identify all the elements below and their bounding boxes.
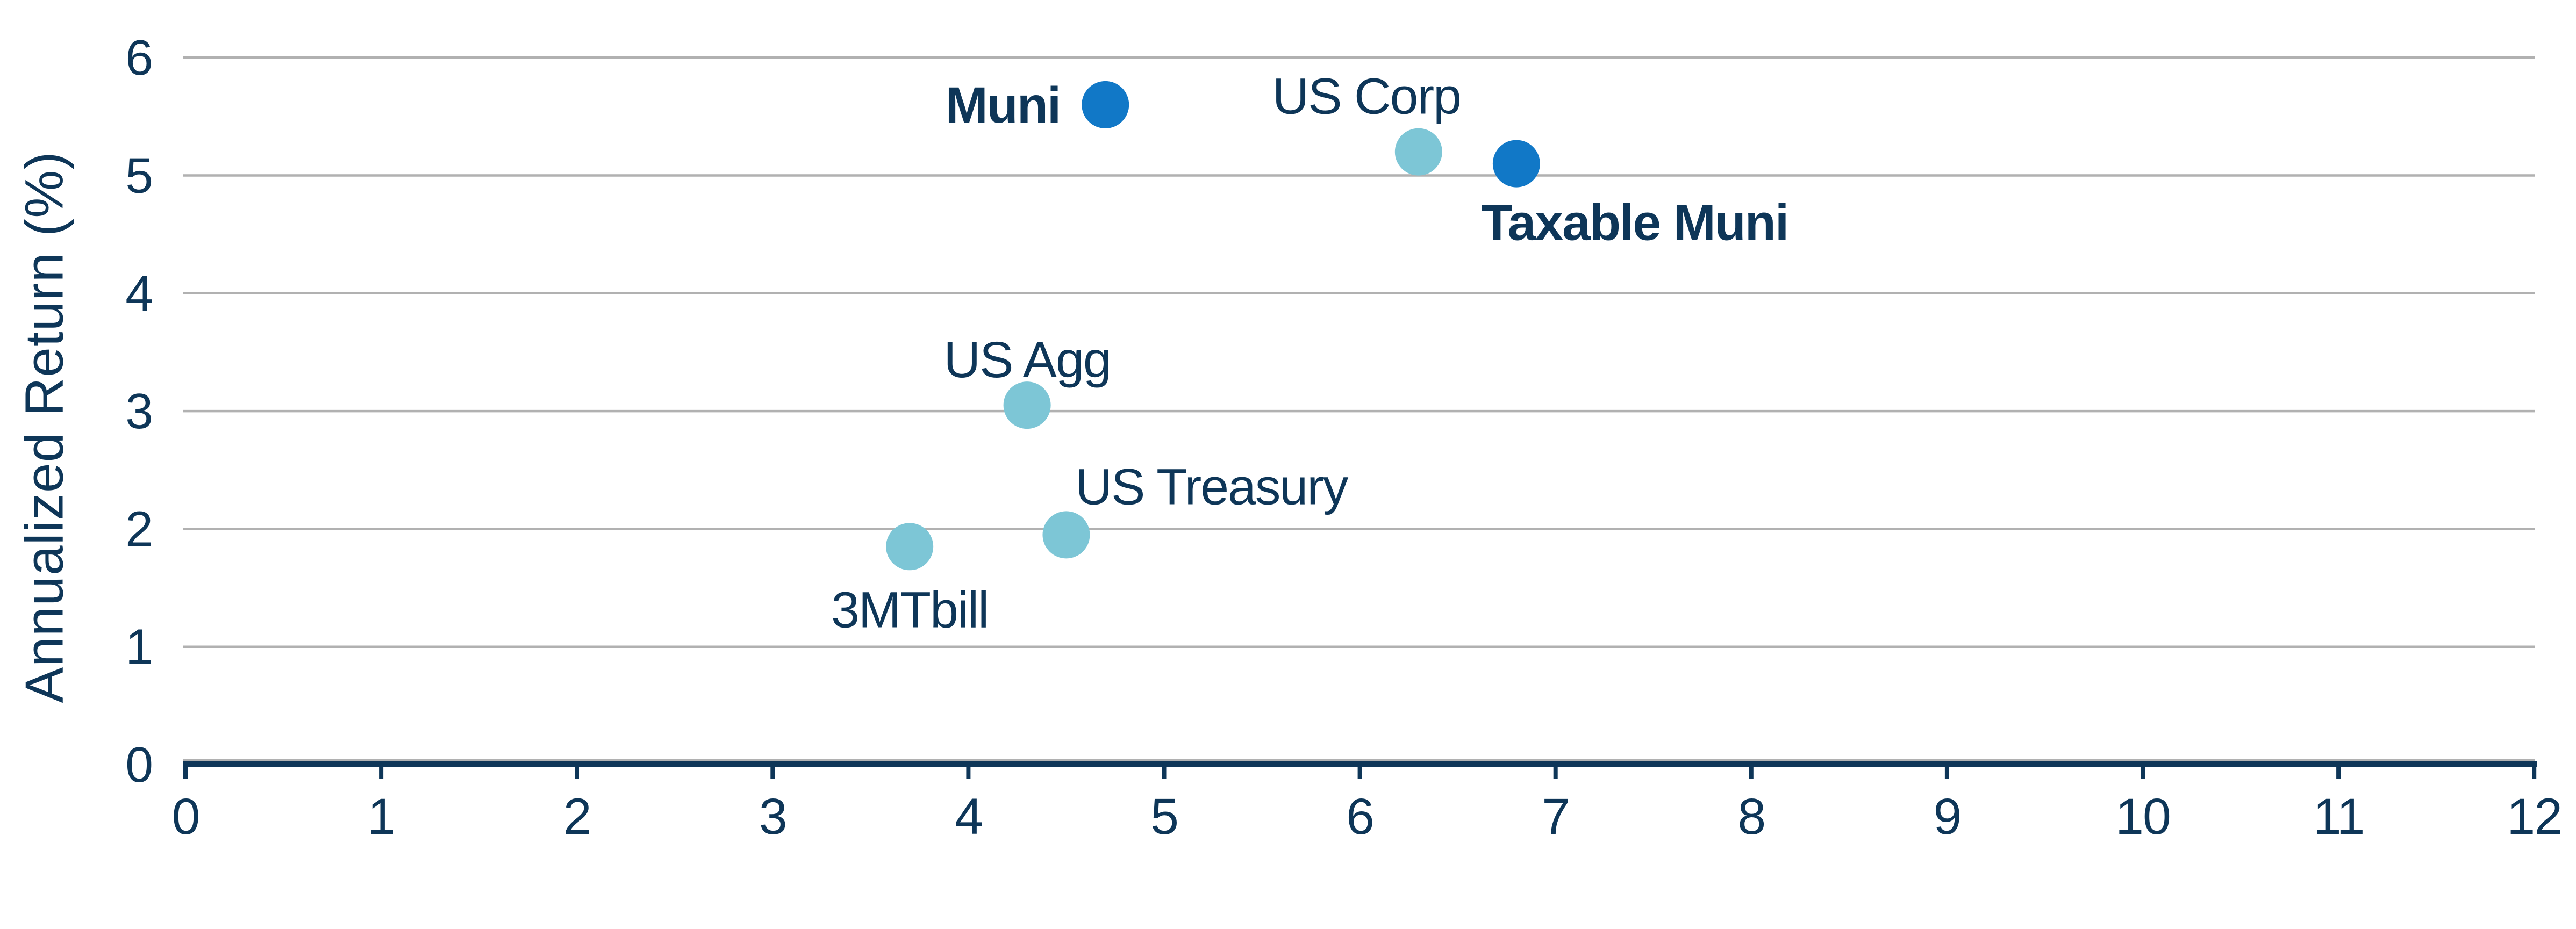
x-tick-label-7: 7 [1542,788,1569,845]
x-tick-label-6: 6 [1346,788,1373,845]
data-point-muni [1082,81,1129,128]
data-point-label-muni: Muni [946,77,1061,134]
x-tick-label-4: 4 [955,788,982,845]
y-tick-label-0: 0 [125,737,152,793]
data-point-us-corp [1394,128,1442,176]
y-tick-label-5: 5 [125,148,152,204]
x-tick-label-9: 9 [1933,788,1960,845]
data-point-label-taxable-muni: Taxable Muni [1482,195,1788,251]
data-point-us-treasury [1042,511,1090,559]
x-tick-label-0: 0 [172,788,199,845]
data-point-label-us-treasury: US Treasury [1075,458,1348,515]
x-tick-label-10: 10 [2115,788,2170,845]
y-tick-label-3: 3 [125,383,152,439]
x-tick-label-11: 11 [2313,788,2364,845]
y-tick-label-2: 2 [125,501,152,557]
data-point-us-agg [1003,381,1051,429]
x-tick-label-12: 12 [2507,788,2561,845]
x-tick-label-1: 1 [368,788,395,845]
x-tick-label-2: 2 [563,788,591,845]
data-point-label-us-corp: US Corp [1272,68,1461,125]
x-tick-label-8: 8 [1737,788,1765,845]
data-point-label-us-agg: US Agg [944,332,1111,388]
y-tick-label-6: 6 [125,30,152,85]
data-point-taxable-muni [1492,140,1540,188]
x-tick-label-5: 5 [1150,788,1178,845]
x-tick-label-3: 3 [759,788,786,845]
data-point-label-3mtbill: 3MTbill [831,581,988,638]
data-point-3mtbill [886,523,934,571]
y-tick-label-4: 4 [125,265,152,321]
y-tick-label-1: 1 [125,619,152,675]
